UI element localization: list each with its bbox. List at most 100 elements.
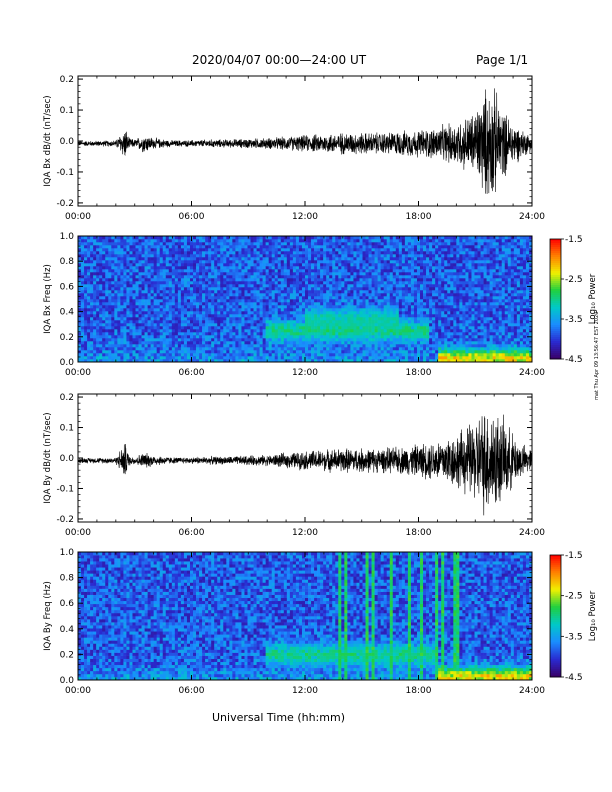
- heatmap-cell: [286, 314, 291, 318]
- heatmap-cell: [314, 275, 318, 279]
- heatmap-cell: [268, 272, 273, 276]
- heatmap-cell: [283, 275, 288, 279]
- heatmap-cell: [238, 251, 242, 255]
- heatmap-cell: [253, 311, 257, 315]
- heatmap-cell: [205, 281, 209, 285]
- heatmap-cell: [244, 284, 248, 288]
- heatmap-cell: [171, 350, 176, 354]
- heatmap-cell: [96, 284, 100, 288]
- heatmap-cell: [111, 275, 115, 279]
- heatmap-cell: [359, 359, 363, 363]
- heatmap-cell: [165, 245, 170, 249]
- heatmap-cell: [156, 320, 161, 324]
- heatmap-cell: [420, 308, 424, 312]
- heatmap-cell: [256, 266, 260, 270]
- heatmap-cell: [132, 356, 136, 360]
- heatmap-cell: [232, 335, 236, 339]
- heatmap-cell: [153, 236, 157, 240]
- heatmap-cell: [395, 281, 400, 285]
- heatmap-cell: [292, 353, 297, 357]
- heatmap-cell: [183, 332, 188, 336]
- heatmap-cell: [365, 245, 369, 249]
- heatmap-cell: [392, 269, 397, 273]
- heatmap-cell: [416, 242, 421, 246]
- heatmap-cell: [232, 317, 236, 321]
- heatmap-cell: [123, 275, 127, 279]
- heatmap-cell: [356, 239, 360, 243]
- heatmap-cell: [386, 332, 391, 336]
- heatmap-cell: [199, 263, 203, 267]
- heatmap-cell: [208, 245, 212, 249]
- heatmap-cell: [84, 284, 88, 288]
- heatmap-cell: [356, 335, 360, 339]
- heatmap-cell: [416, 272, 421, 276]
- heatmap-cell: [196, 332, 200, 336]
- heatmap-cell: [259, 353, 263, 357]
- heatmap-cell: [223, 344, 227, 348]
- heatmap-cell: [426, 338, 430, 342]
- heatmap-cell: [189, 296, 194, 300]
- heatmap-cell: [244, 299, 248, 303]
- heatmap-cell: [238, 359, 242, 363]
- heatmap-cell: [150, 254, 154, 258]
- heatmap-cell: [274, 326, 279, 330]
- heatmap-cell: [193, 302, 197, 306]
- heatmap-cell: [323, 248, 327, 252]
- heatmap-cell: [353, 239, 357, 243]
- heatmap-cell: [259, 248, 263, 252]
- heatmap-cell: [308, 326, 312, 330]
- heatmap-cell: [183, 296, 188, 300]
- heatmap-cell: [344, 302, 348, 306]
- heatmap-cell: [211, 278, 215, 282]
- heatmap-cell: [326, 305, 330, 309]
- heatmap-cell: [314, 305, 318, 309]
- heatmap-cell: [423, 284, 427, 288]
- heatmap-cell: [180, 314, 185, 318]
- heatmap-cell: [426, 344, 430, 348]
- heatmap-cell: [117, 359, 121, 363]
- heatmap-cell: [262, 251, 266, 255]
- heatmap-cell: [168, 323, 173, 327]
- heatmap-cell: [398, 314, 403, 318]
- heatmap-cell: [280, 326, 285, 330]
- heatmap-cell: [401, 236, 406, 240]
- heatmap-cell: [420, 335, 424, 339]
- heatmap-cell: [144, 242, 148, 246]
- heatmap-cell: [426, 269, 430, 273]
- heatmap-cell: [359, 329, 363, 333]
- heatmap-cell: [344, 254, 348, 258]
- heatmap-cell: [250, 284, 254, 288]
- heatmap-cell: [202, 347, 206, 351]
- heatmap-cell: [332, 248, 336, 252]
- heatmap-cell: [314, 323, 318, 327]
- heatmap-cell: [171, 308, 176, 312]
- heatmap-cell: [350, 242, 354, 246]
- heatmap-cell: [256, 320, 260, 324]
- heatmap-cell: [180, 323, 185, 327]
- heatmap-cell: [329, 332, 333, 336]
- heatmap-cell: [153, 260, 157, 264]
- heatmap-cell: [114, 242, 118, 246]
- heatmap-cell: [298, 251, 303, 255]
- heatmap-cell: [132, 266, 136, 270]
- heatmap-cell: [286, 320, 291, 324]
- heatmap-cell: [305, 347, 309, 351]
- heatmap-cell: [208, 299, 212, 303]
- heatmap-cell: [105, 350, 109, 354]
- heatmap-cell: [326, 329, 330, 333]
- heatmap-cell: [259, 302, 263, 306]
- heatmap-cell: [117, 296, 121, 300]
- heatmap-cell: [298, 329, 303, 333]
- heatmap-cell: [135, 296, 139, 300]
- heatmap-cell: [413, 326, 418, 330]
- heatmap-cell: [350, 275, 354, 279]
- heatmap-cell: [126, 344, 130, 348]
- heatmap-cell: [199, 296, 203, 300]
- heatmap-cell: [280, 332, 285, 336]
- heatmap-cell: [317, 356, 321, 360]
- heatmap-cell: [356, 305, 360, 309]
- heatmap-cell: [413, 239, 418, 243]
- heatmap-cell: [426, 311, 430, 315]
- heatmap-cell: [329, 308, 333, 312]
- heatmap-cell: [102, 278, 106, 282]
